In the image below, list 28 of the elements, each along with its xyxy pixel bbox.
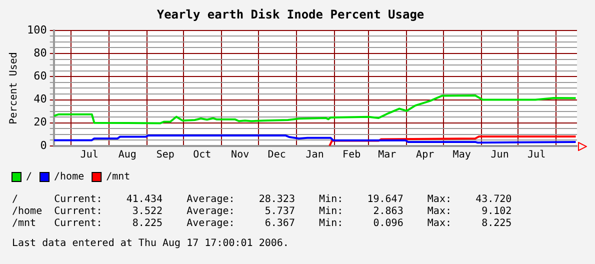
x-tick-label: Feb bbox=[342, 150, 361, 161]
y-axis-title: Percent Used bbox=[8, 52, 20, 124]
x-tick-label: Mar bbox=[378, 150, 396, 161]
x-tick-label: Jan bbox=[306, 150, 324, 161]
x-tick-label: Sep bbox=[156, 150, 174, 161]
y-tick-label: 100 bbox=[26, 23, 47, 36]
y-tick-label: 40 bbox=[34, 92, 47, 106]
x-tick-label: Oct bbox=[193, 150, 212, 161]
y-tick-label: 20 bbox=[34, 116, 47, 129]
y-tick-label: 80 bbox=[34, 46, 47, 60]
legend-label: /mnt bbox=[106, 172, 130, 183]
x-tick-label: Jun bbox=[490, 150, 509, 161]
text: / Current: 41.434 Average: 28.323 Min: 19.647 Max: 43.720 bbox=[12, 194, 512, 206]
x-tick-label: Jul bbox=[528, 150, 546, 161]
text: /mnt Current: 8.225 Average: 6.367 Min: 0.096 Max: 8.225 bbox=[12, 218, 512, 230]
text: Last data entered at Thu Aug 17 17:00:01 2006. bbox=[12, 238, 290, 250]
chart-title: Yearly earth Disk Inode Percent Usage bbox=[156, 7, 424, 22]
x-tick-label: Aug bbox=[118, 150, 136, 161]
y-tick-label: 0 bbox=[40, 138, 47, 152]
x-tick-label: Nov bbox=[231, 150, 250, 161]
text: /home Current: 3.522 Average: 5.737 Min: 2.863 Max: 9.102 bbox=[12, 206, 512, 218]
x-tick-label: Jul bbox=[80, 150, 98, 161]
x-tick-label: Dec bbox=[268, 150, 286, 161]
x-tick-label: Apr bbox=[416, 150, 434, 161]
legend-label: /home bbox=[54, 172, 84, 183]
x-tick-label: May bbox=[452, 150, 471, 161]
y-tick-label: 60 bbox=[34, 70, 47, 82]
legend-label: / bbox=[26, 172, 32, 183]
